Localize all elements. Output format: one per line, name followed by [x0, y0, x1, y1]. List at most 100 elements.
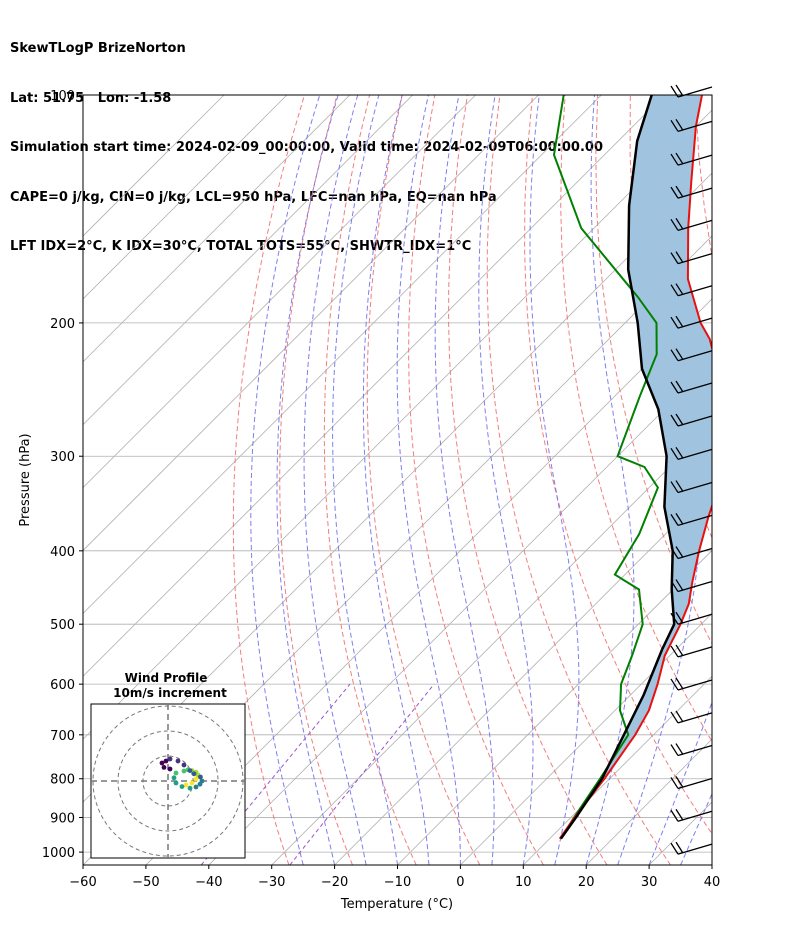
barb-flag	[675, 84, 684, 97]
isotherm-line	[83, 95, 602, 614]
sounding-lines	[552, 95, 712, 840]
barb-staff	[677, 481, 713, 494]
temperature-profile	[558, 95, 712, 840]
barb-flag	[675, 185, 684, 198]
barb-flag	[675, 446, 684, 459]
moist-adiabat-line	[332, 95, 398, 865]
barb-flag	[675, 413, 684, 426]
y-axis-label: Pressure (hPa)	[18, 433, 33, 526]
barb-flag	[675, 710, 684, 723]
barb-flag	[670, 514, 679, 526]
x-tick-label: 30	[641, 875, 658, 890]
barb-flag	[675, 480, 684, 492]
dry-adiabat-line	[486, 95, 672, 865]
barb-flag	[670, 678, 679, 691]
hodograph-point	[181, 762, 187, 768]
dry-adiabat-line	[323, 95, 417, 865]
moist-adiabat-line	[362, 95, 430, 865]
barb-staff	[677, 253, 713, 265]
cin-shading	[559, 95, 712, 839]
barb-flag	[675, 808, 684, 821]
barb-staff	[677, 843, 713, 855]
barb-flag	[675, 743, 684, 755]
barb-flag	[670, 809, 679, 822]
isotherm-line	[83, 95, 225, 237]
dry-adiabat-line	[408, 95, 544, 865]
isotherm-line	[523, 675, 712, 865]
barb-staff	[677, 810, 713, 822]
isotherm-line	[83, 109, 712, 740]
moist-adiabat-line	[529, 95, 580, 865]
barb-flag	[670, 186, 679, 199]
x-axis-label: Temperature (°C)	[340, 897, 453, 912]
x-tick-label: 10	[515, 875, 532, 890]
wind-barb	[670, 611, 713, 625]
background-lines	[83, 95, 794, 865]
axes: −60 −50 −40 −30 −20 −10 0 10 20 30 40 100 200 300 400 5…	[42, 89, 720, 890]
barb-flag	[675, 217, 684, 230]
barb-flag	[670, 349, 679, 362]
barb-flag	[670, 153, 679, 166]
wind-barb	[670, 513, 713, 527]
isotherm-line	[83, 95, 351, 363]
wind-barb	[670, 644, 713, 658]
barb-staff	[677, 613, 713, 625]
hodograph-point	[161, 765, 167, 770]
barb-staff	[677, 712, 713, 724]
hodograph-point	[183, 782, 189, 788]
barb-flag	[670, 777, 679, 789]
isotherm-line	[83, 95, 539, 552]
y-tick-label: 600	[50, 678, 75, 693]
isotherm-line	[271, 424, 712, 865]
wind-barbs	[670, 84, 713, 855]
barb-flag	[675, 579, 684, 591]
y-tick-label: 900	[50, 811, 75, 826]
moist-adiabat-line	[434, 95, 495, 865]
barb-flag	[670, 316, 679, 329]
wind-barb	[670, 710, 713, 724]
hodograph-subtitle: 10m/s increment	[113, 686, 227, 700]
barb-staff	[677, 350, 713, 362]
dry-adiabat-line	[728, 95, 794, 865]
wind-barb	[670, 677, 713, 691]
barb-flag	[675, 776, 684, 788]
wind-barb	[670, 841, 713, 855]
wind-barb	[670, 446, 713, 460]
wind-barb	[670, 480, 713, 494]
barb-flag	[670, 284, 679, 297]
x-tick-label: 0	[456, 875, 464, 890]
barb-staff	[677, 744, 713, 757]
barb-flag	[675, 315, 684, 328]
barb-staff	[677, 120, 713, 132]
dewpoint-profile	[552, 95, 660, 840]
barb-flag	[675, 611, 684, 624]
wind-barb	[670, 808, 713, 822]
moist-adiabat-line	[276, 95, 339, 865]
hodograph-point	[163, 758, 169, 764]
wind-barb	[670, 152, 713, 166]
header-indices-1: CAPE=0 j/kg, CIN=0 j/kg, LCL=950 hPa, LF…	[10, 189, 497, 205]
moist-adiabat-line	[711, 863, 712, 865]
wind-barb	[670, 380, 713, 394]
wind-barb	[670, 118, 713, 132]
y-tick-label: 200	[50, 317, 75, 332]
hodograph-point	[159, 760, 165, 766]
wind-barb	[670, 546, 713, 560]
wind-barb	[670, 283, 713, 297]
barb-flag	[670, 547, 679, 559]
barb-flag	[670, 381, 679, 394]
y-tick-label: 500	[50, 618, 75, 633]
barb-flag	[675, 118, 684, 131]
hodograph-point	[187, 785, 193, 791]
barb-flag	[675, 380, 684, 393]
header-indices-2: LFT IDX=2°C, K IDX=30°C, TOTAL TOTS=55°C…	[10, 239, 472, 254]
barb-flag	[675, 251, 684, 263]
barb-staff	[677, 580, 713, 593]
hodograph-plot	[91, 704, 245, 858]
barb-flag	[675, 283, 684, 296]
header-location: Lat: 51.75 Lon: -1.58	[10, 90, 172, 106]
isotherm-line	[145, 298, 712, 865]
barb-flag	[675, 513, 684, 525]
barb-staff	[677, 317, 713, 329]
